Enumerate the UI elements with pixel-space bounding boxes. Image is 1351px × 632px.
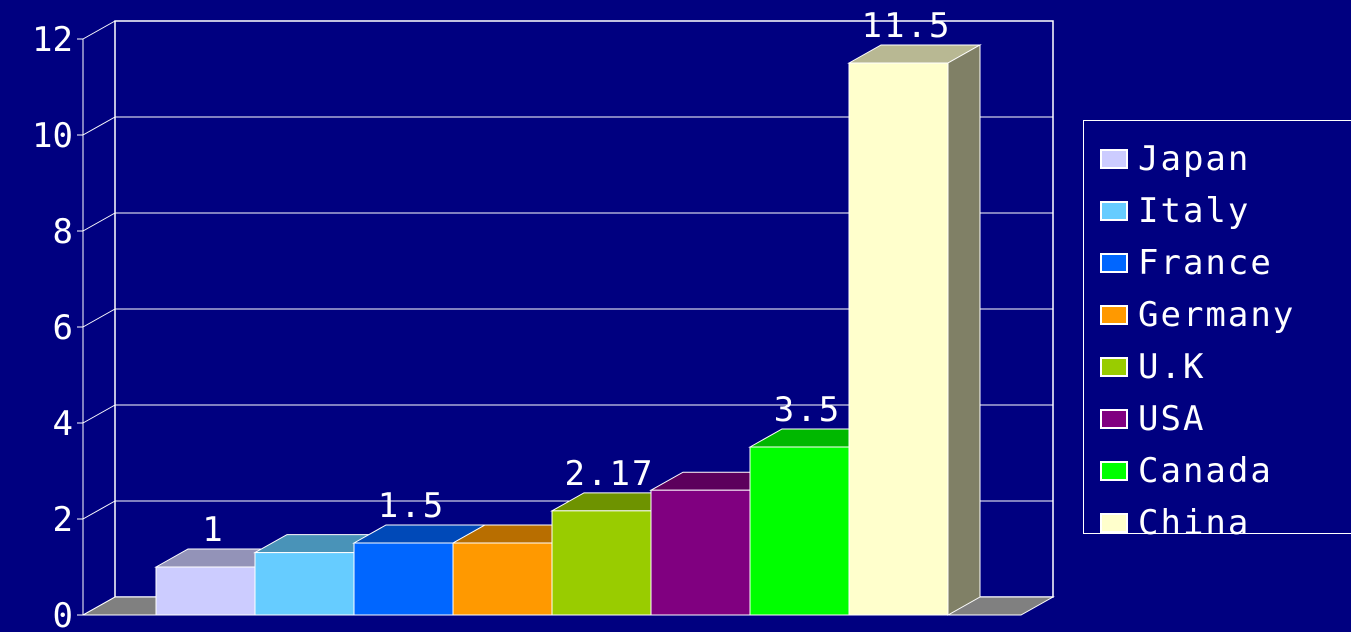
legend-label: France: [1138, 243, 1273, 283]
side-wall-edge: [82, 20, 116, 40]
legend-label: Japan: [1138, 139, 1251, 179]
legend-item: China: [1084, 497, 1351, 549]
legend-swatch: [1100, 513, 1128, 533]
bar-side-china: [947, 44, 981, 616]
data-label: 3.5: [774, 390, 841, 430]
legend-item: USA: [1084, 393, 1351, 445]
y-tick-label: 2: [53, 500, 73, 540]
legend-swatch: [1100, 461, 1128, 481]
y-tick-label: 10: [32, 116, 73, 156]
y-tick-label: 4: [53, 404, 73, 444]
legend-item: France: [1084, 237, 1351, 289]
legend-item: Italy: [1084, 185, 1351, 237]
bar-japan: [155, 566, 256, 616]
data-label: 1.5: [378, 486, 445, 526]
legend-swatch: [1100, 357, 1128, 377]
legend-label: USA: [1138, 399, 1206, 439]
legend-label: China: [1138, 503, 1251, 543]
legend-item: Canada: [1084, 445, 1351, 497]
y-tick-label: 12: [32, 20, 73, 60]
bar-uk: [551, 510, 652, 616]
data-label: 2.17: [565, 454, 655, 494]
side-wall-edge: [82, 212, 116, 232]
bar-france: [353, 542, 454, 616]
bar-italy: [254, 552, 355, 616]
legend-item: U.K: [1084, 341, 1351, 393]
chart-legend: Japan Italy France Germany U.K USA Canada China: [1083, 120, 1351, 543]
legend-label: U.K: [1138, 347, 1206, 387]
y-tick-label: 6: [53, 308, 73, 348]
legend-item: Japan: [1084, 133, 1351, 185]
side-wall-edge: [82, 596, 116, 616]
side-wall-edge: [82, 308, 116, 328]
side-wall-edge: [82, 500, 116, 520]
legend-swatch: [1100, 409, 1128, 429]
bar-china: [848, 62, 949, 616]
legend-swatch: [1100, 253, 1128, 273]
legend-label: Germany: [1138, 295, 1296, 335]
data-label: 11.5: [862, 6, 952, 46]
y-tick-label: 8: [53, 212, 73, 252]
side-wall-edge: [82, 404, 116, 424]
side-wall-edge: [82, 116, 116, 136]
y-tick-label: 0: [53, 596, 73, 632]
legend-swatch: [1100, 201, 1128, 221]
legend-swatch: [1100, 149, 1128, 169]
legend-label: Italy: [1138, 191, 1251, 231]
bar-usa: [650, 489, 751, 616]
legend-swatch: [1100, 305, 1128, 325]
bar-canada: [749, 446, 850, 616]
bar-germany: [452, 542, 553, 616]
legend-label: Canada: [1138, 451, 1273, 491]
legend-item: Germany: [1084, 289, 1351, 341]
data-label: 1: [202, 510, 224, 550]
